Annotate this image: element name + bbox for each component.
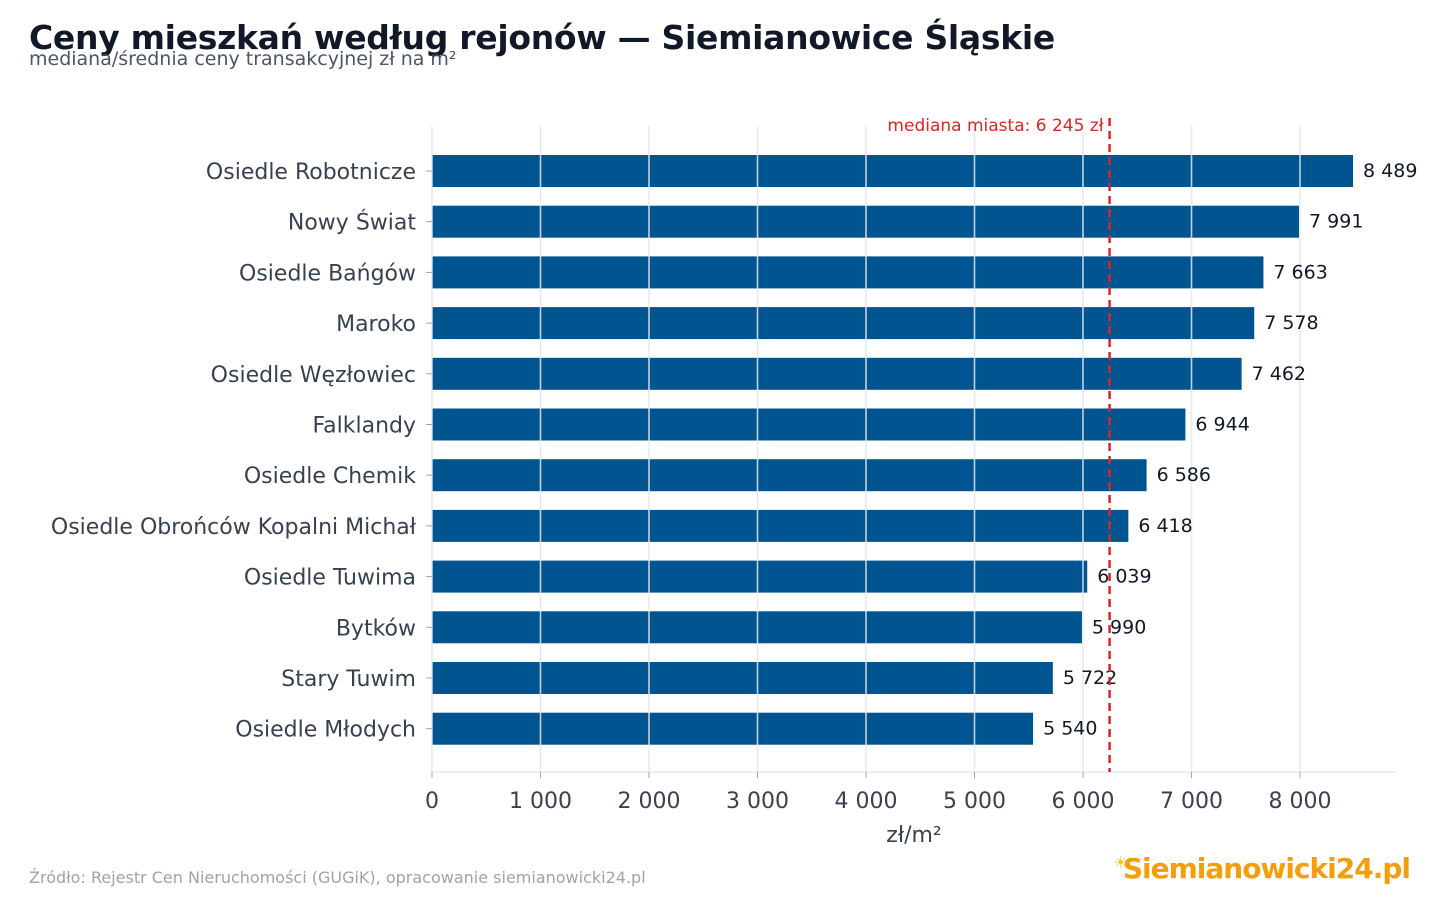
value-label: 7 578: [1264, 312, 1318, 334]
bar: [432, 509, 1129, 542]
category-label: Osiedle Chemik: [244, 464, 416, 489]
bar: [432, 357, 1242, 390]
bar: [432, 459, 1147, 492]
category-label: Osiedle Węzłowiec: [211, 363, 416, 388]
category-label: Osiedle Obrońców Kopalni Michał: [51, 515, 417, 540]
category-label: Osiedle Tuwima: [244, 566, 416, 591]
value-label: 6 586: [1157, 464, 1211, 486]
median-label: mediana miasta: 6 245 zł: [887, 116, 1103, 136]
category-label: Falklandy: [313, 414, 417, 439]
bar: [432, 155, 1354, 187]
x-tick-label: 8 000: [1269, 789, 1332, 814]
x-tick-label: 0: [425, 789, 439, 814]
x-tick-label: 3 000: [726, 789, 789, 814]
category-label: Osiedle Bańgów: [239, 261, 416, 286]
bar: [432, 662, 1053, 694]
bar: [432, 307, 1255, 340]
x-tick-label: 6 000: [1052, 789, 1115, 814]
x-tick-label: 1 000: [509, 789, 572, 814]
chart-subtitle: mediana/średnia ceny transakcyjnej zł na…: [29, 48, 457, 70]
value-label: 6 039: [1097, 566, 1151, 588]
value-label: 5 722: [1063, 667, 1117, 689]
sun-icon: ☀: [1113, 852, 1128, 872]
bar: [432, 560, 1088, 593]
category-label: Bytków: [336, 616, 416, 641]
category-label: Osiedle Robotnicze: [206, 160, 416, 185]
value-label: 7 663: [1273, 261, 1327, 283]
chart-title: Ceny mieszkań według rejonów — Siemianow…: [29, 18, 1055, 57]
brand-logo: ☀Siemianowicki24.pl: [1113, 852, 1411, 885]
source-note: Źródło: Rejestr Cen Nieruchomości (GUGiK…: [29, 868, 646, 887]
x-tick-label: 5 000: [943, 789, 1006, 814]
category-label: Nowy Świat: [288, 210, 416, 236]
value-label: 6 944: [1195, 414, 1249, 436]
value-label: 5 990: [1092, 616, 1146, 638]
value-label: 7 462: [1252, 363, 1306, 385]
bar: [432, 712, 1034, 745]
value-label: 5 540: [1043, 718, 1097, 740]
value-label: 6 418: [1138, 515, 1192, 537]
value-label: 7 991: [1309, 211, 1363, 233]
category-label: Stary Tuwim: [281, 667, 416, 692]
value-label: 8 489: [1363, 160, 1417, 182]
bar: [432, 408, 1186, 441]
bar: [432, 256, 1264, 289]
x-tick-label: 7 000: [1160, 789, 1223, 814]
x-tick-label: 4 000: [835, 789, 898, 814]
x-tick-label: 2 000: [618, 789, 681, 814]
x-axis-label: zł/m²: [886, 823, 941, 848]
brand-logo-text: Siemianowicki24.pl: [1122, 852, 1411, 885]
category-label: Osiedle Młodych: [235, 718, 416, 743]
category-label: Maroko: [336, 312, 416, 337]
